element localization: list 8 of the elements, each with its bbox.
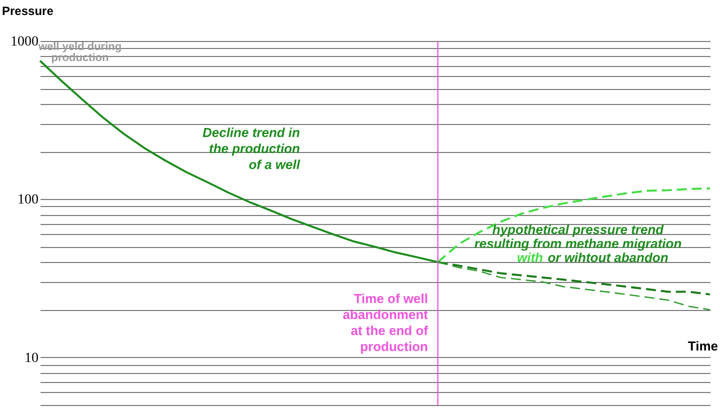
annotation: Time of well abandonment at the end of production — [342, 291, 429, 354]
annotation: or wihtout abandon — [548, 250, 668, 265]
annotation: with — [517, 250, 544, 265]
y-axis-title: Pressure — [2, 4, 54, 18]
x-axis-title: Time — [688, 338, 718, 354]
y-tick-label: 100 — [18, 192, 38, 208]
y-tick-label: 1000 — [10, 34, 38, 50]
y-tick-label: 10 — [24, 350, 38, 366]
